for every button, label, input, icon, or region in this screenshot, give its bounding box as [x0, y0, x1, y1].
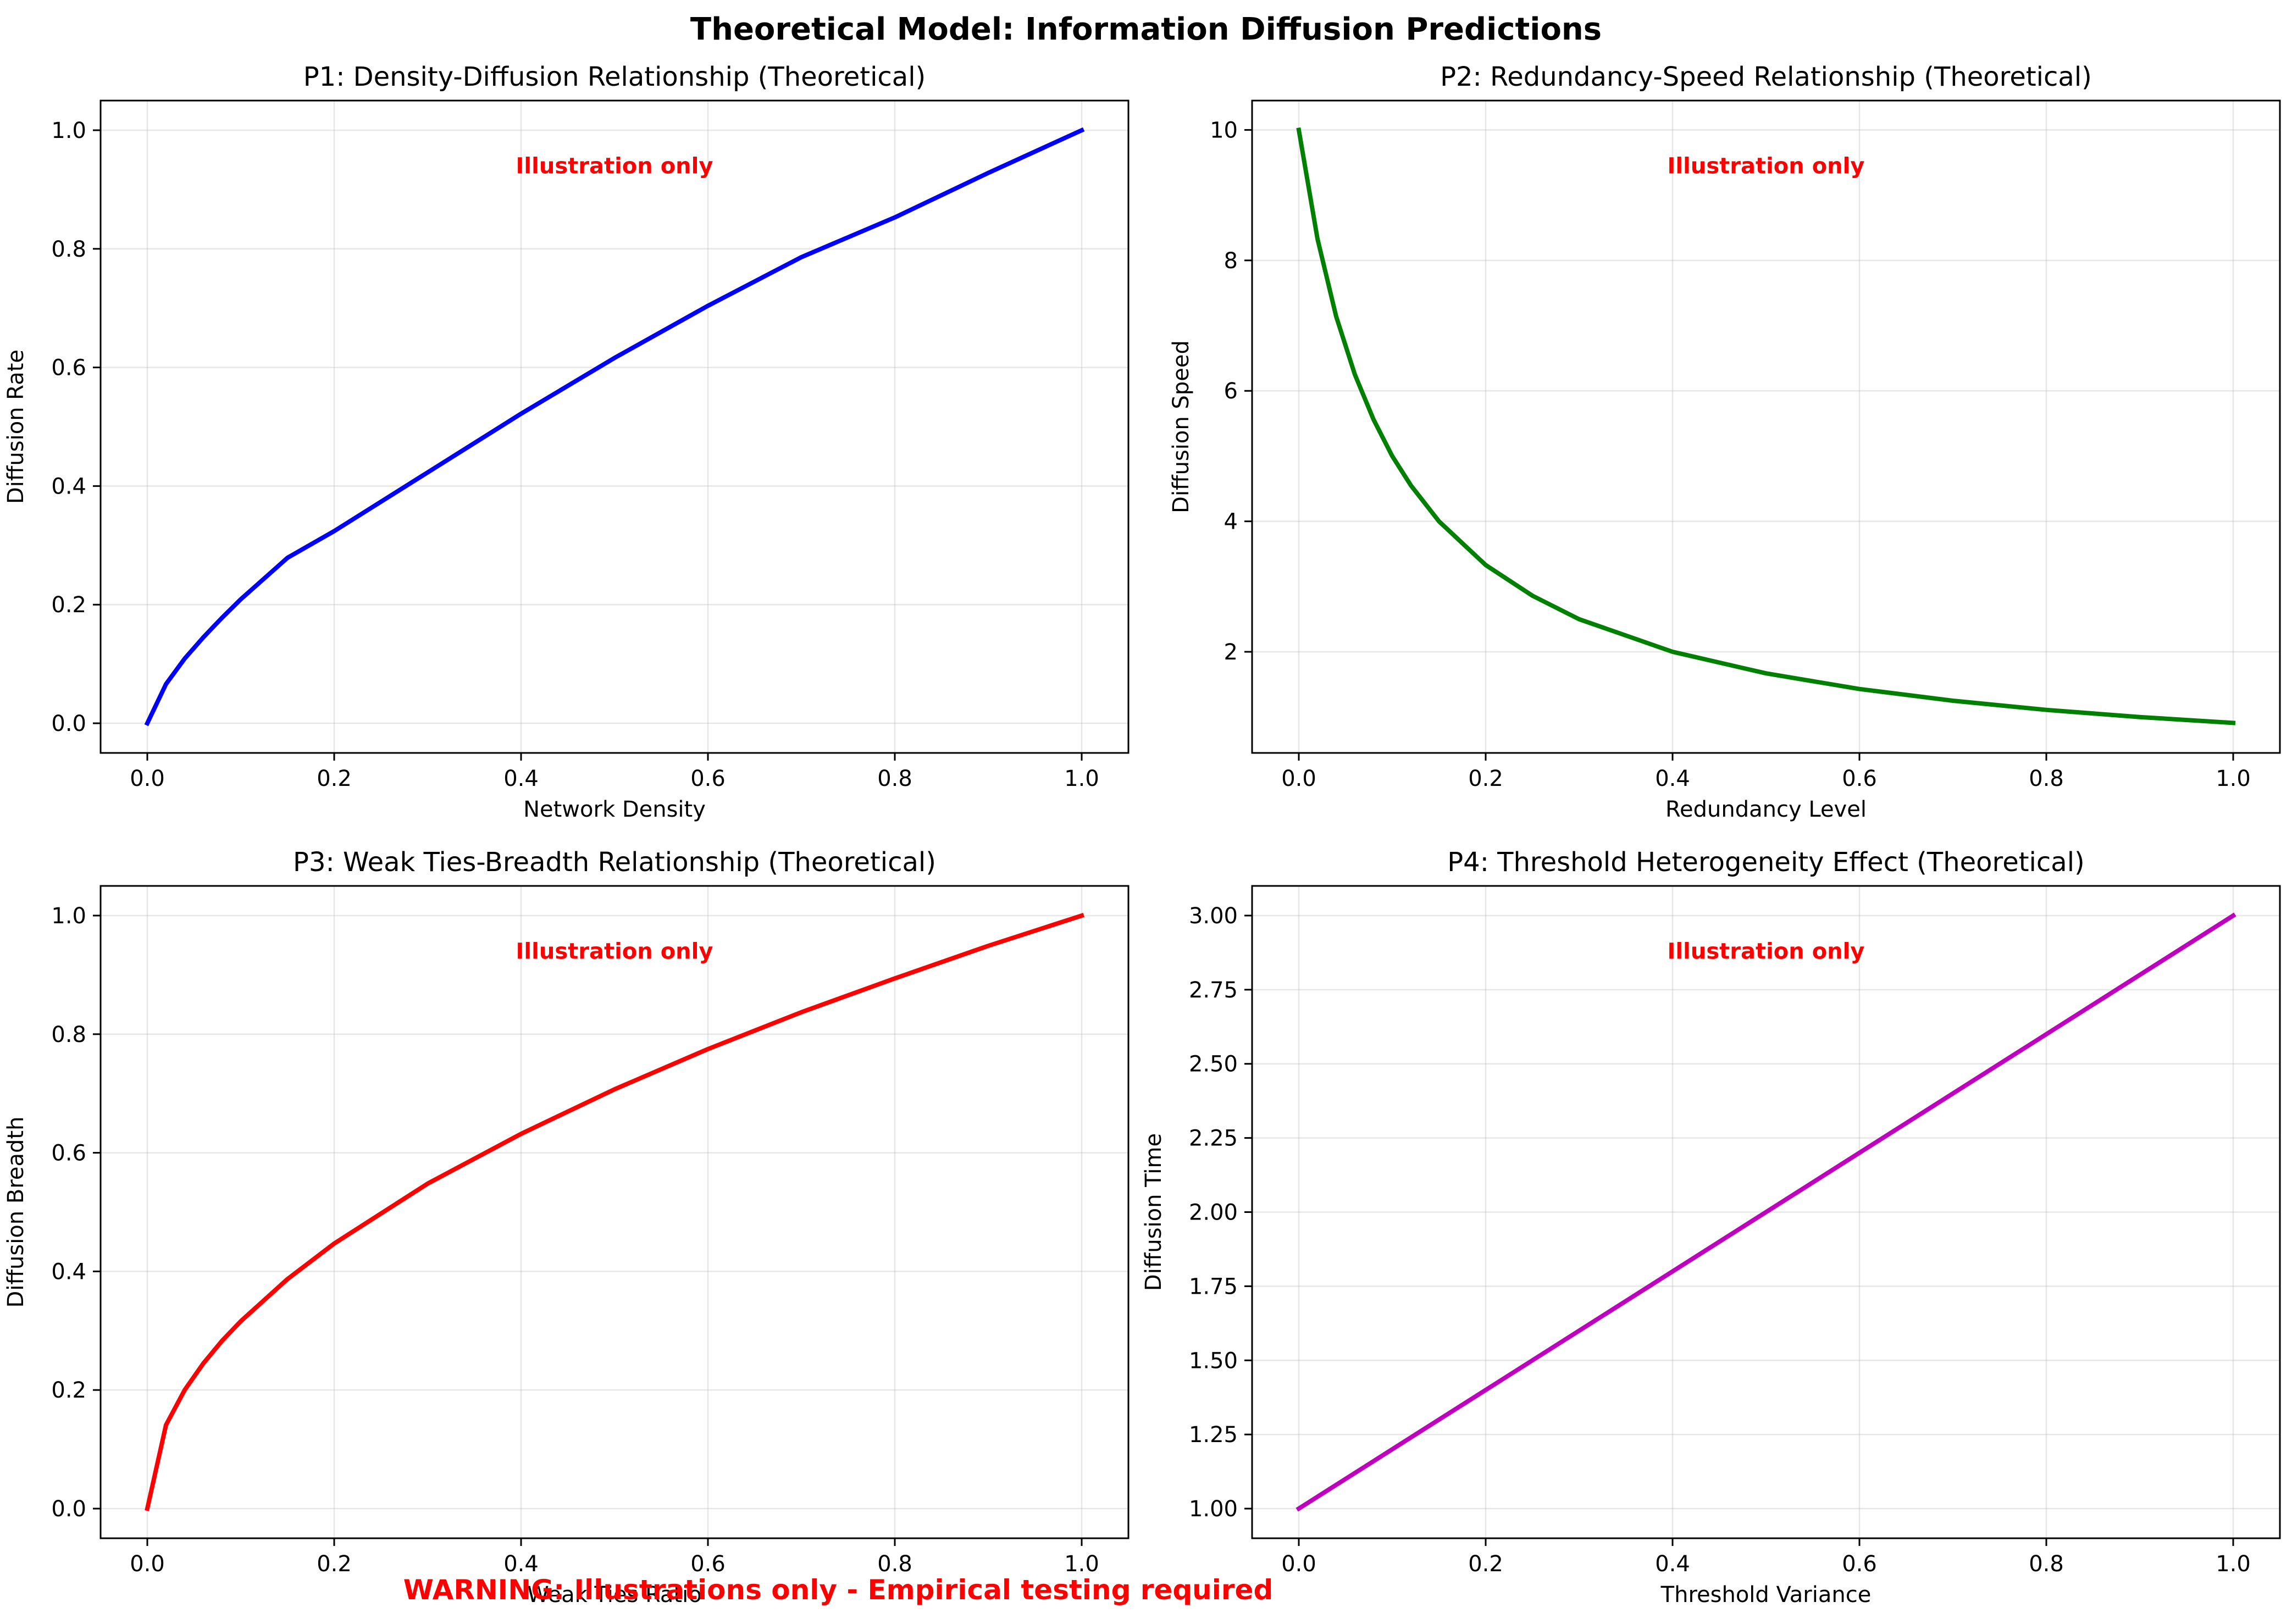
p2-xtick-label-3: 0.6: [1842, 766, 1877, 791]
p1-xtick-label-5: 1.0: [1064, 766, 1099, 791]
p4-xtick-label-3: 0.6: [1842, 1551, 1877, 1577]
p1-ytick-label-5: 1.0: [51, 118, 86, 143]
p3-xtick-label-2: 0.4: [503, 1551, 539, 1577]
p4-xtick-label-2: 0.4: [1655, 1551, 1690, 1577]
p1-xtick-label-1: 0.2: [317, 766, 352, 791]
p1-ytick-label-2: 0.4: [51, 474, 86, 499]
p3-ytick-label-5: 1.0: [51, 904, 86, 929]
p3-annotation: Illustration only: [516, 939, 713, 965]
warning-text: WARNING: Illustrations only - Empirical …: [403, 1574, 1274, 1606]
p3-axes-frame: [99, 885, 1130, 1539]
p4-ytick-label-0: 1.00: [1189, 1496, 1238, 1522]
p3-ylabel: Diffusion Breadth: [3, 1117, 29, 1308]
p4-xlabel: Threshold Variance: [1660, 1582, 1872, 1608]
p1-xtick-label-3: 0.6: [690, 766, 726, 791]
p2-axes-frame: [1251, 99, 2281, 754]
p1-xtick-label-0: 0.0: [130, 766, 165, 791]
p4-ytick-label-1: 1.25: [1189, 1422, 1238, 1448]
p4-series-line-0: [1296, 912, 2236, 1512]
p1-ytick-label-0: 0.0: [51, 711, 86, 736]
p3-xtick-label-4: 0.8: [877, 1551, 912, 1577]
p4-ytick-label-2: 1.50: [1189, 1348, 1238, 1373]
p3-xtick-label-1: 0.2: [317, 1551, 352, 1577]
p2-xtick-label-1: 0.2: [1468, 766, 1503, 791]
p3-xlabel: Weak Ties Ratio: [527, 1582, 701, 1608]
p4-xtick-label-1: 0.2: [1468, 1551, 1503, 1577]
p3-ytick-label-0: 0.0: [51, 1496, 86, 1522]
p4-ytick-label-8: 3.00: [1189, 904, 1238, 929]
p3-xtick-label-5: 1.0: [1064, 1551, 1099, 1577]
p2-xtick-label-0: 0.0: [1281, 766, 1316, 791]
p2-title: P2: Redundancy-Speed Relationship (Theor…: [1440, 62, 2092, 92]
p3-ytick-label-1: 0.2: [51, 1378, 86, 1403]
p3-ytick-label-2: 0.4: [51, 1259, 86, 1284]
p4-ytick-label-7: 2.75: [1189, 978, 1238, 1003]
p3-ytick-label-3: 0.6: [51, 1141, 86, 1166]
p2-ylabel: Diffusion Speed: [1169, 340, 1194, 513]
panel-p3: 0.0 0.2 0.4 0.6 0.8 1.0 0.0 0.2 0.4 0.6 0.8 1.0 P3: …: [3, 847, 1130, 1608]
p2-ytick-label-0: 2: [1224, 640, 1238, 665]
p2-ytick-label-2: 6: [1224, 379, 1238, 404]
p4-title: P4: Threshold Heterogeneity Effect (Theo…: [1447, 847, 2085, 878]
p1-xtick-label-4: 0.8: [877, 766, 912, 791]
p4-annotation: Illustration only: [1668, 939, 1865, 965]
p3-xtick-label-0: 0.0: [130, 1551, 165, 1577]
p1-ytick-label-3: 0.6: [51, 356, 86, 381]
p3-ytick-label-4: 0.8: [51, 1022, 86, 1047]
p4-ylabel: Diffusion Time: [1141, 1133, 1166, 1291]
figure-title: Theoretical Model: Information Diffusion…: [690, 12, 1602, 47]
p3-xtick-label-3: 0.6: [690, 1551, 726, 1577]
p2-xtick-label-4: 0.8: [2029, 766, 2064, 791]
p2-ytick-label-4: 10: [1210, 118, 1238, 143]
p3-title: P3: Weak Ties-Breadth Relationship (Theo…: [293, 847, 936, 878]
p4-ytick-label-5: 2.25: [1189, 1126, 1238, 1151]
p3-series-line-0: [145, 912, 1085, 1511]
p2-annotation: Illustration only: [1668, 154, 1865, 179]
p1-xtick-label-2: 0.4: [503, 766, 539, 791]
p1-series-line-0: [144, 127, 1085, 727]
p1-annotation: Illustration only: [516, 154, 713, 179]
p4-xtick-label-5: 1.0: [2216, 1551, 2251, 1577]
p4-ytick-label-6: 2.50: [1189, 1052, 1238, 1077]
p1-ytick-label-4: 0.8: [51, 237, 86, 262]
p4-ytick-label-3: 1.75: [1189, 1274, 1238, 1299]
p1-axes-frame: [99, 99, 1130, 754]
panel-p1: 0.0 0.2 0.4 0.6 0.8 1.0 0.0 0.2 0.4 0.6 0.8 1.0 P1: …: [3, 62, 1130, 822]
p2-xlabel: Redundancy Level: [1665, 797, 1867, 822]
p1-title: P1: Density-Diffusion Relationship (Theo…: [303, 62, 926, 92]
p2-xtick-label-2: 0.4: [1655, 766, 1690, 791]
p2-series-line-0: [1296, 127, 2236, 725]
p1-ylabel: Diffusion Rate: [3, 350, 29, 504]
p4-xtick-label-4: 0.8: [2029, 1551, 2064, 1577]
panel-p2: 0.0 0.2 0.4 0.6 0.8 1.0 2 4 6 8 10 P2: Redundancy-S…: [1169, 62, 2281, 822]
p1-xlabel: Network Density: [523, 797, 706, 822]
panel-p4: 0.0 0.2 0.4 0.6 0.8 1.0 1.00 1.25 1.50 1.75 2.00 2.…: [1141, 847, 2281, 1608]
p2-ytick-label-1: 4: [1224, 509, 1238, 535]
p2-ytick-label-3: 8: [1224, 248, 1238, 274]
p4-ytick-label-4: 2.00: [1189, 1200, 1238, 1226]
p1-ytick-label-1: 0.2: [51, 592, 86, 618]
p2-xtick-label-5: 1.0: [2216, 766, 2251, 791]
p4-xtick-label-0: 0.0: [1281, 1551, 1316, 1577]
